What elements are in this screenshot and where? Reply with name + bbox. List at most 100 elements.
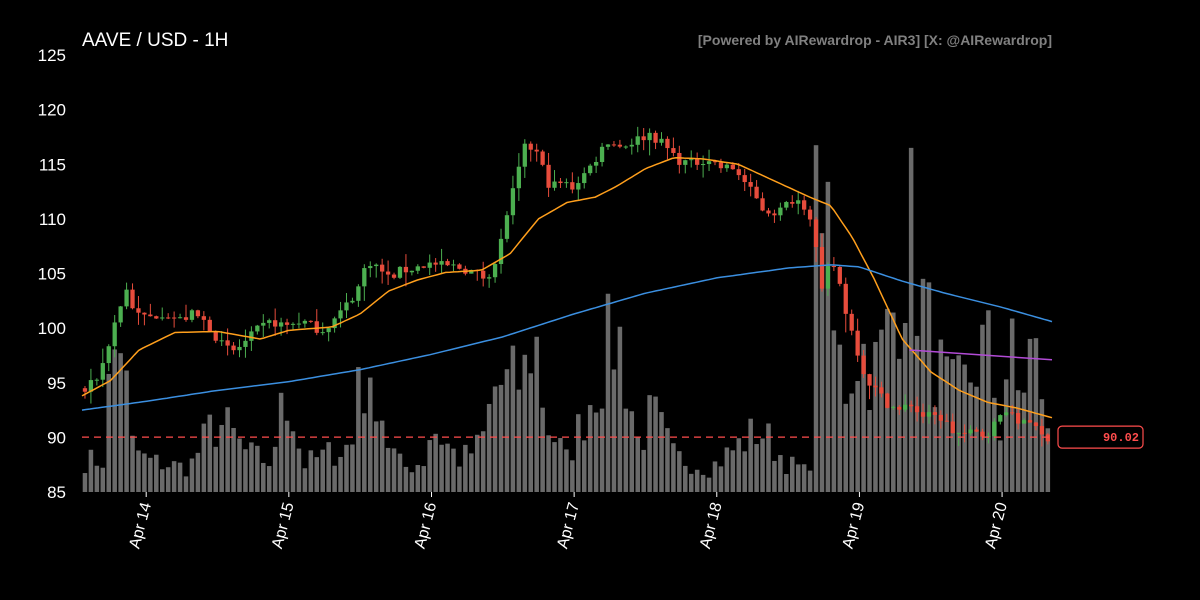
candle-body — [522, 143, 527, 167]
volume-bar — [213, 446, 218, 492]
volume-bar — [891, 312, 896, 492]
candle-body — [867, 374, 872, 386]
candle-body — [998, 415, 1003, 422]
volume-bar — [843, 403, 849, 492]
candle-body — [617, 144, 623, 147]
candle-body — [724, 164, 730, 169]
candle-body — [903, 404, 908, 410]
volume-bar — [391, 448, 397, 492]
candle-body — [427, 262, 432, 268]
y-tick-label: 85 — [47, 483, 66, 502]
candle-body — [219, 340, 224, 342]
y-tick-label: 125 — [38, 46, 66, 65]
volume-bar — [142, 453, 147, 492]
candle-body — [956, 432, 961, 434]
volume-bar — [451, 448, 456, 492]
candle-body — [534, 149, 539, 152]
volume-bar — [397, 453, 403, 492]
candle-body — [914, 406, 920, 413]
volume-bar — [296, 448, 302, 492]
candle-body — [778, 207, 783, 216]
candle-body — [671, 148, 676, 153]
candle-body — [154, 316, 159, 319]
volume-bar — [445, 443, 450, 492]
candle-body — [784, 202, 789, 208]
candle-body — [314, 321, 319, 333]
volume-bar — [944, 356, 950, 492]
candle-body — [790, 202, 795, 204]
volume-bar — [165, 467, 171, 492]
candle-body — [302, 320, 308, 324]
volume-bar — [356, 367, 361, 492]
volume-bar — [552, 442, 557, 492]
volume-bar — [581, 440, 587, 492]
volume-bar — [474, 434, 480, 492]
candle-body — [641, 136, 646, 141]
last-price-box — [1057, 425, 1144, 449]
volume-bar — [183, 476, 189, 492]
candle-body — [599, 146, 605, 162]
volume-bar — [956, 355, 961, 492]
candle-body — [82, 388, 88, 392]
volume-bar — [219, 424, 224, 492]
candle-body — [891, 406, 896, 408]
candle-body — [445, 261, 450, 266]
volume-bar — [373, 421, 379, 492]
candle-body — [712, 161, 718, 163]
candle-body — [647, 132, 652, 141]
candle-body — [528, 143, 533, 150]
y-tick-label: 115 — [39, 155, 66, 174]
candle-body — [629, 144, 634, 147]
volume-bar — [148, 457, 153, 492]
volume-bar — [130, 435, 135, 492]
y-tick-label: 100 — [38, 319, 66, 338]
volume-bar — [344, 444, 349, 492]
candle-body — [469, 269, 474, 274]
volume-bar — [570, 460, 575, 492]
volume-bar — [308, 450, 314, 492]
candle-body — [849, 313, 854, 331]
candle-body — [308, 320, 313, 322]
candle-body — [736, 169, 741, 176]
candle-body — [766, 210, 771, 214]
candle-body — [166, 317, 171, 319]
volume-bar — [980, 324, 985, 492]
candle-body — [439, 261, 444, 265]
candle-body — [772, 213, 777, 216]
volume-bar — [302, 468, 308, 492]
candle-body — [552, 181, 557, 188]
volume-bar — [528, 373, 534, 492]
credit-text: [Powered by AIRewardrop - AIR3] [X: @AIR… — [698, 32, 1052, 48]
candle-body — [677, 152, 682, 165]
volume-bar — [706, 477, 712, 492]
candle-body — [742, 175, 747, 183]
volume-bar — [694, 469, 700, 492]
volume-bar — [992, 397, 997, 492]
candle-body — [296, 323, 302, 325]
volume-bar — [546, 435, 551, 492]
volume-bar — [867, 410, 872, 492]
candle-body — [635, 136, 640, 145]
candle-body — [255, 325, 260, 332]
volume-bar — [831, 330, 837, 492]
candle-body — [451, 264, 456, 266]
volume-bar — [558, 438, 563, 492]
trend-line-line — [909, 349, 1053, 361]
volume-bar — [724, 447, 730, 492]
volume-bar — [700, 474, 706, 492]
candle-body — [1039, 426, 1045, 435]
candle-body — [665, 138, 670, 149]
volume-bar — [403, 466, 409, 492]
candle-body — [695, 159, 700, 165]
candle-body — [992, 421, 997, 437]
candle-body — [564, 182, 569, 184]
volume-bar — [576, 414, 581, 492]
volume-bar — [439, 444, 444, 492]
candle-body — [409, 270, 415, 273]
candle-body — [504, 215, 510, 239]
candle-body — [397, 266, 403, 278]
candle-body — [201, 316, 206, 320]
candle-body — [1033, 422, 1039, 427]
volume-bar — [801, 464, 807, 492]
volume-bar — [926, 282, 932, 492]
